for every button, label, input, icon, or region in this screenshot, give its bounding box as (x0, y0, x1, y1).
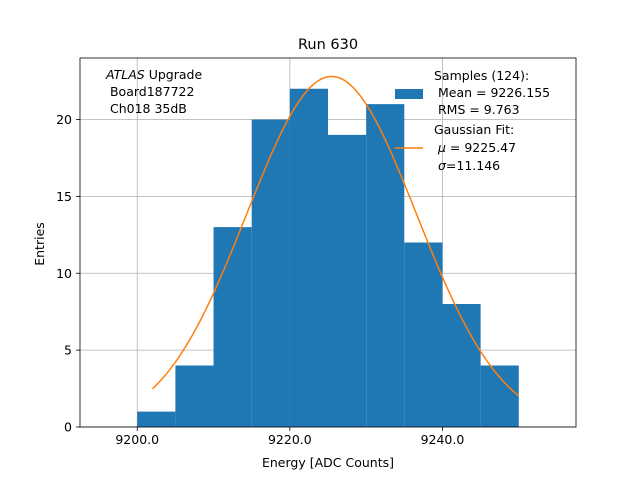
legend: Samples (124): Mean = 9226.155 RMS = 9.7… (395, 68, 550, 173)
legend-fit-title: Gaussian Fit: (434, 122, 514, 137)
plot-frame (79, 57, 577, 428)
histogram-bar (137, 411, 176, 427)
x-axis-ticks: 9200.0 9220.0 9240.0 (115, 427, 464, 447)
histogram-bar (480, 365, 519, 427)
annotation-channel: Ch018 35dB (106, 101, 187, 116)
annotation-atlas: ATLAS (105, 67, 145, 82)
y-tick-label: 10 (56, 266, 72, 281)
histogram-bar (366, 104, 405, 427)
legend-fit-sigma-symbol: σ (438, 158, 447, 173)
y-tick-label: 20 (56, 112, 72, 127)
chart-title: Run 630 (298, 37, 358, 53)
histogram-bar (442, 304, 481, 427)
svg-text:σ=11.146: σ=11.146 (434, 158, 500, 173)
legend-samples-mean: Mean = 9226.155 (434, 85, 550, 100)
legend-samples-swatch (395, 89, 423, 99)
histogram-bar (175, 365, 214, 427)
atlas-annotation: ATLAS Upgrade Board187722 Ch018 35dB (105, 67, 202, 116)
y-axis-ticks: 0 5 10 15 20 (56, 112, 80, 435)
x-tick-label: 9200.0 (115, 432, 159, 447)
histogram-bars (137, 88, 519, 427)
y-tick-label: 5 (64, 343, 72, 358)
legend-fit-sigma-value: =11.146 (446, 158, 500, 173)
histogram-bar (328, 134, 367, 427)
legend-fit-mu-value: = 9225.47 (446, 140, 516, 155)
histogram-bar (213, 227, 252, 427)
legend-fit-mu-symbol: μ (437, 140, 446, 155)
x-tick-label: 9220.0 (268, 432, 312, 447)
legend-samples-title: Samples (124): (434, 68, 529, 83)
x-axis-label: Energy [ADC Counts] (262, 455, 394, 470)
annotation-board: Board187722 (106, 84, 194, 99)
y-tick-label: 15 (56, 189, 72, 204)
y-tick-label: 0 (64, 420, 72, 435)
y-axis-label: Entries (32, 222, 47, 266)
gaussian-fit-curve (151, 75, 520, 397)
x-tick-label: 9240.0 (421, 432, 465, 447)
histogram-bar (289, 88, 328, 427)
svg-text:μ = 9225.47: μ = 9225.47 (434, 140, 516, 155)
histogram-bar (404, 242, 443, 427)
histogram-bar (251, 119, 290, 427)
legend-samples-rms: RMS = 9.763 (434, 102, 520, 117)
annotation-upgrade: Upgrade (145, 67, 203, 82)
svg-text:ATLAS Upgrade: ATLAS Upgrade (105, 67, 202, 82)
